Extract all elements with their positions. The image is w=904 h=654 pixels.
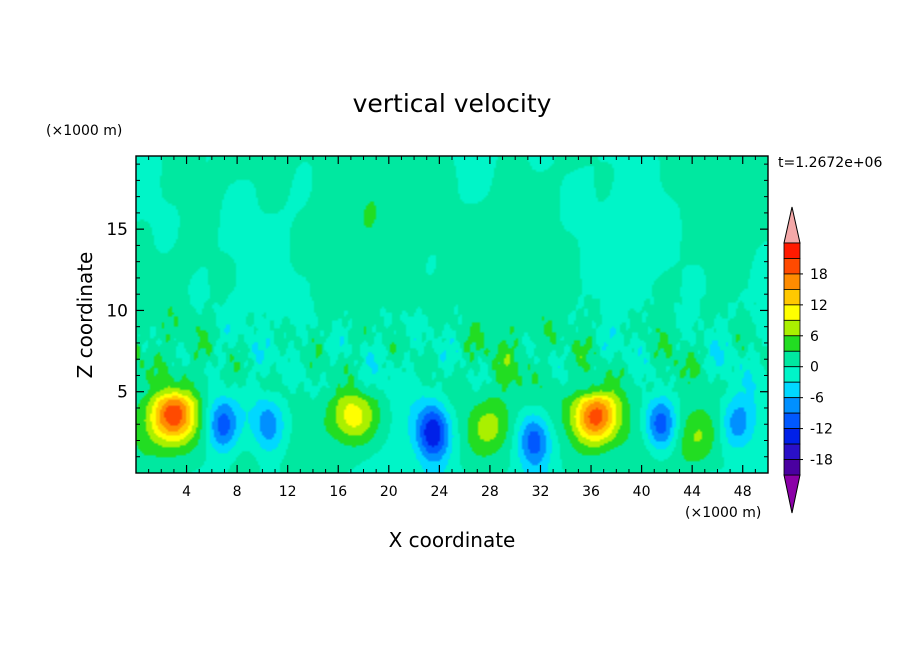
y-tick-label: 5 xyxy=(117,383,128,403)
y-tick-label: 10 xyxy=(106,301,128,321)
colorbar-swatch xyxy=(783,304,801,321)
colorbar-swatch xyxy=(783,273,801,290)
x-tick-label: 8 xyxy=(233,484,242,500)
colorbar-bottom-arrow xyxy=(783,474,801,514)
colorbar: 18 12 6 0 -6 -12 -18 xyxy=(783,206,833,514)
colorbar-swatch xyxy=(783,428,801,445)
colorbar-top-arrow xyxy=(783,206,801,244)
x-tick-label: 4 xyxy=(182,484,191,500)
x-tick-label: 36 xyxy=(582,484,600,500)
colorbar-swatch xyxy=(783,381,801,399)
colorbar-swatch xyxy=(783,366,801,383)
colorbar-tick-label: 0 xyxy=(810,360,819,376)
x-tick-label: 32 xyxy=(532,484,550,500)
x-tick-label: 28 xyxy=(481,484,499,500)
colorbar-swatch xyxy=(783,397,801,414)
colorbar-tick-label: -6 xyxy=(810,391,824,407)
colorbar-tick-label: -18 xyxy=(810,453,833,469)
colorbar-swatch xyxy=(783,258,801,275)
colorbar-tick-label: -12 xyxy=(810,422,833,438)
colorbar-swatch xyxy=(783,242,801,259)
colorbar-tick-label: 12 xyxy=(810,298,828,314)
y-axis-ticks: 5 10 15 xyxy=(106,163,768,458)
colorbar-swatch xyxy=(783,319,801,337)
x-unit-label: (×1000 m) xyxy=(685,505,761,521)
x-axis-label: X coordinate xyxy=(389,528,516,552)
y-axis-label: Z coordinate xyxy=(73,252,97,379)
x-tick-label: 24 xyxy=(430,484,448,500)
x-axis-ticks: 4 8 12 16 20 24 28 32 36 40 44 48 xyxy=(148,156,756,500)
colorbar-swatch xyxy=(783,288,801,306)
y-tick-label: 15 xyxy=(106,220,128,240)
time-label: t=1.2672e+06 xyxy=(778,155,882,171)
contour-field xyxy=(136,156,768,473)
x-tick-label: 44 xyxy=(683,484,701,500)
chart-title: vertical velocity xyxy=(353,89,552,118)
contour-field-image xyxy=(136,156,768,473)
colorbar-swatch xyxy=(783,443,801,460)
colorbar-swatch xyxy=(783,350,801,368)
x-tick-label: 48 xyxy=(734,484,752,500)
colorbar-swatch xyxy=(783,412,801,429)
x-tick-label: 40 xyxy=(633,484,651,500)
colorbar-tick-label: 18 xyxy=(810,267,828,283)
colorbar-swatch xyxy=(783,459,801,476)
colorbar-tick-label: 6 xyxy=(810,329,819,345)
x-tick-label: 12 xyxy=(279,484,297,500)
colorbar-swatch xyxy=(783,335,801,352)
x-tick-label: 16 xyxy=(329,484,347,500)
y-unit-label: (×1000 m) xyxy=(46,123,122,139)
x-tick-label: 20 xyxy=(380,484,398,500)
